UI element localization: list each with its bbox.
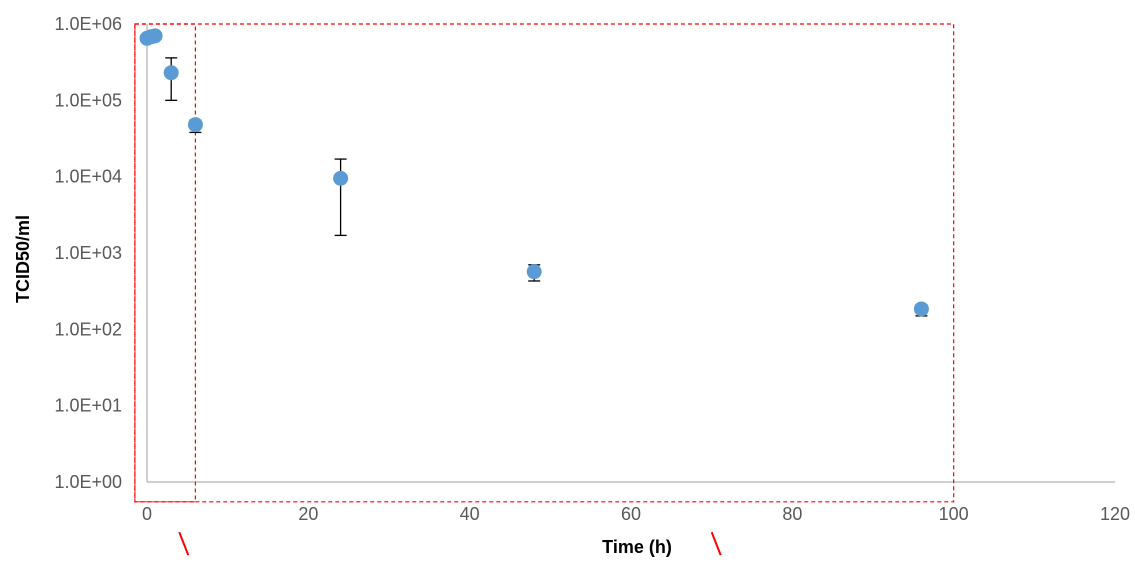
y-tick-label: 1.0E+00 xyxy=(54,472,122,492)
y-tick-label: 1.0E+01 xyxy=(54,396,122,416)
x-tick-label: 60 xyxy=(621,504,641,524)
x-tick-label: 80 xyxy=(782,504,802,524)
data-point xyxy=(913,301,929,317)
y-tick-label: 1.0E+06 xyxy=(54,14,122,34)
x-tick-label: 20 xyxy=(298,504,318,524)
data-point xyxy=(333,170,349,186)
y-tick-label: 1.0E+02 xyxy=(54,319,122,339)
y-axis-title: TCID50/ml xyxy=(13,215,33,303)
data-point xyxy=(147,28,163,44)
annotation-slash xyxy=(178,531,190,556)
x-tick-label: 100 xyxy=(939,504,969,524)
y-tick-label: 1.0E+03 xyxy=(54,243,122,263)
x-tick-label: 120 xyxy=(1100,504,1130,524)
annotations xyxy=(134,23,955,556)
y-tick-label: 1.0E+05 xyxy=(54,90,122,110)
annotation-slash xyxy=(710,531,722,556)
axes xyxy=(146,24,1115,483)
tick-labels: 0 20 40 60 80 100 120 1.0E+00 1.0E+01 1.0E+02 1.0E… xyxy=(54,14,1130,524)
data-points xyxy=(139,28,929,317)
y-tick-label: 1.0E+04 xyxy=(54,167,122,187)
x-tick-label: 0 xyxy=(142,504,152,524)
error-bars xyxy=(165,57,928,317)
annotation-dashed-box xyxy=(134,23,955,503)
data-point xyxy=(187,117,203,133)
x-axis-title: Time (h) xyxy=(602,537,672,557)
x-tick-label: 40 xyxy=(460,504,480,524)
data-point xyxy=(163,65,179,81)
annotation-dashed-box xyxy=(134,23,196,503)
data-point xyxy=(526,264,542,280)
